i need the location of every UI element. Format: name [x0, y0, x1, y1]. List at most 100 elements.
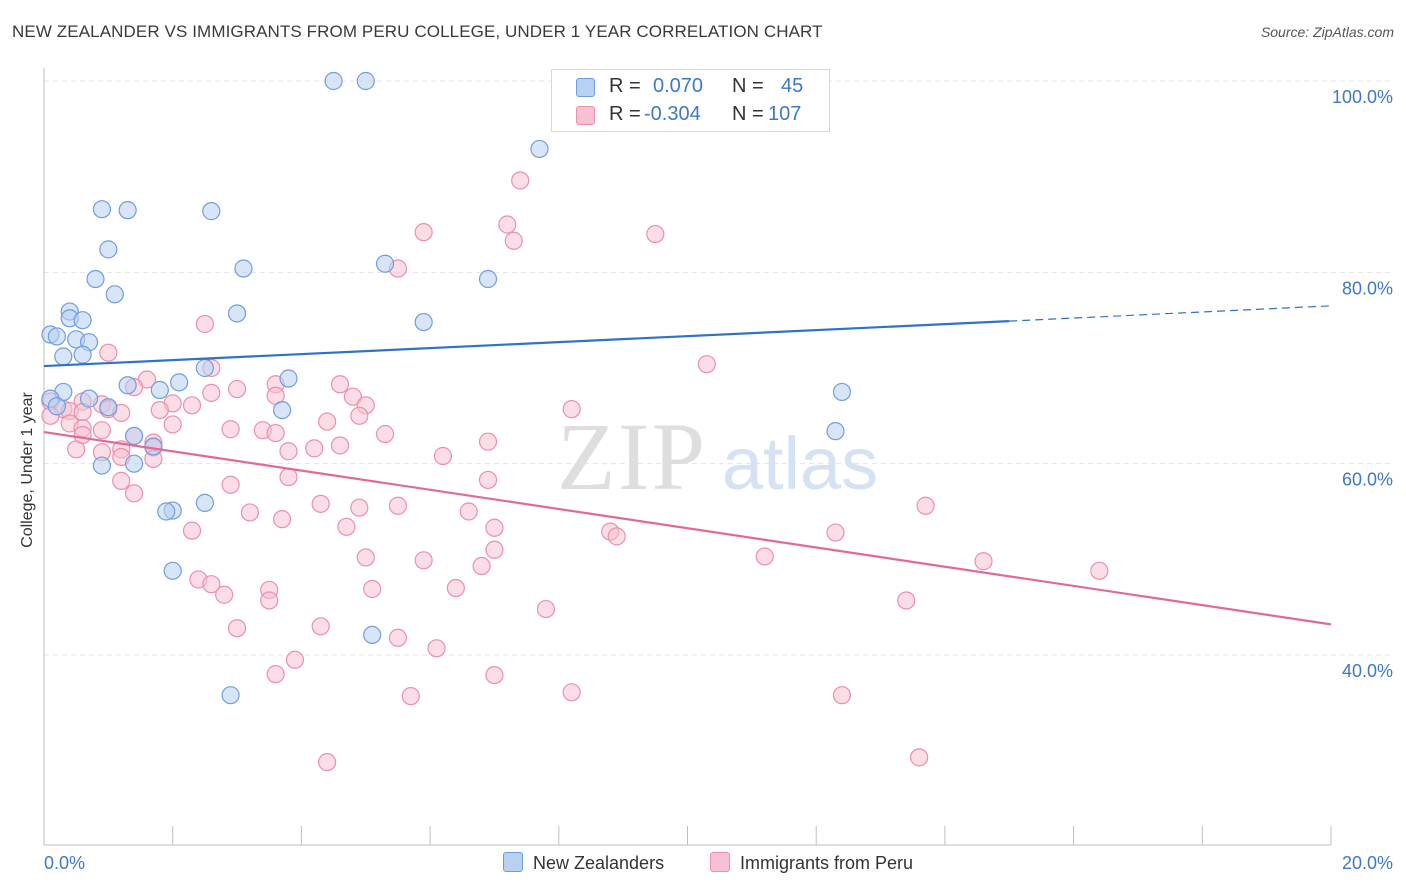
data-point-peru	[607, 527, 626, 546]
data-point-peru	[182, 396, 202, 415]
data-point-peru	[337, 517, 356, 536]
data-point-peru	[311, 617, 330, 636]
data-point-peru	[260, 591, 279, 610]
data-point-peru	[163, 415, 182, 434]
data-point-peru	[363, 579, 382, 599]
data-point-peru	[697, 355, 716, 374]
y-tick-label: 100.0%	[1332, 87, 1393, 107]
data-point-new-zealander	[202, 202, 221, 221]
data-point-new-zealander	[118, 201, 137, 220]
data-point-peru	[215, 585, 234, 604]
y-tick-label: 60.0%	[1342, 470, 1393, 490]
series-new-zealanders	[41, 71, 852, 705]
data-point-new-zealander	[195, 358, 214, 378]
data-point-new-zealander	[47, 397, 66, 416]
data-point-peru	[646, 224, 665, 244]
data-point-peru	[318, 412, 337, 431]
data-point-new-zealander	[826, 422, 845, 441]
data-point-new-zealander	[99, 398, 118, 417]
data-point-peru	[472, 556, 491, 576]
legend-row-pink: R = -0.304 N = 107	[552, 100, 829, 128]
data-point-peru	[350, 498, 369, 517]
data-point-peru	[478, 470, 498, 490]
data-point-peru	[414, 223, 433, 242]
legend-r-label: R =	[609, 103, 641, 125]
data-point-new-zealander	[279, 369, 298, 388]
source-credit: Source: ZipAtlas.com	[1260, 24, 1394, 40]
legend-n-label: N =	[732, 103, 764, 125]
legend-r-value: 0.070	[653, 75, 704, 97]
data-point-new-zealander	[478, 269, 498, 289]
x-ticks	[43, 826, 1332, 845]
legend-swatch-pink	[576, 106, 595, 125]
data-point-new-zealander	[79, 389, 99, 408]
data-point-peru	[433, 446, 453, 466]
data-point-peru	[562, 683, 581, 702]
data-point-peru	[343, 387, 362, 406]
data-point-peru	[202, 575, 221, 594]
data-point-new-zealander	[157, 502, 176, 521]
bottom-legend-swatch-blue	[503, 852, 523, 872]
x-tick-label-min: 0.0%	[44, 853, 85, 873]
legend-r-value: -0.304	[644, 103, 701, 125]
y-tick-labels: 100.0% 80.0% 60.0% 40.0%	[1332, 87, 1393, 681]
data-point-new-zealander	[124, 426, 144, 446]
bottom-legend-blue: New Zealanders	[503, 852, 664, 874]
data-point-new-zealander	[105, 285, 124, 304]
data-point-peru	[221, 475, 240, 494]
data-point-new-zealander	[356, 71, 375, 91]
data-point-peru	[124, 484, 144, 503]
stats-legend: R = 0.070 N = 45 R = -0.304 N = 107	[551, 69, 830, 132]
y-tick-label: 40.0%	[1342, 661, 1393, 681]
bottom-legend-label-blue: New Zealanders	[533, 853, 665, 873]
data-point-new-zealander	[54, 347, 73, 366]
data-point-peru	[266, 423, 285, 443]
data-point-peru	[227, 379, 247, 399]
watermark-zip: ZIP	[557, 403, 707, 510]
trend-line-new-zealanders	[43, 320, 1010, 368]
legend-swatch-blue	[576, 78, 595, 97]
data-point-new-zealander	[324, 71, 343, 91]
data-point-peru	[279, 442, 298, 461]
data-point-peru	[305, 439, 324, 458]
data-point-peru	[240, 503, 260, 522]
data-point-peru	[446, 578, 465, 598]
data-point-peru	[112, 471, 131, 490]
data-point-peru	[974, 552, 993, 571]
data-point-new-zealander	[363, 625, 382, 645]
data-point-new-zealander	[170, 373, 189, 392]
data-point-peru	[1090, 561, 1109, 580]
data-point-peru	[279, 467, 298, 487]
data-point-peru	[826, 523, 845, 542]
data-point-peru	[832, 686, 852, 705]
data-point-peru	[401, 687, 420, 706]
data-point-new-zealander	[124, 454, 144, 473]
data-point-peru	[99, 343, 118, 362]
legend-r-label: R =	[609, 75, 641, 97]
data-point-new-zealander	[118, 376, 137, 395]
data-point-peru	[92, 421, 112, 440]
bottom-legend-pink: Immigrants from Peru	[710, 852, 913, 874]
data-point-peru	[498, 215, 517, 234]
data-point-peru	[916, 496, 935, 515]
data-point-peru	[388, 496, 408, 515]
data-point-new-zealander	[99, 240, 118, 259]
trend-line-new-zealanders-extension	[1009, 305, 1332, 322]
data-point-new-zealander	[221, 686, 240, 705]
data-point-new-zealander	[227, 304, 247, 323]
data-point-peru	[536, 599, 556, 619]
data-point-peru	[195, 314, 214, 334]
legend-n-value: 107	[768, 103, 802, 125]
data-point-peru	[375, 424, 395, 444]
data-point-peru	[285, 650, 305, 669]
data-point-peru	[221, 420, 240, 439]
bottom-legend-swatch-pink	[710, 852, 730, 872]
data-point-peru	[478, 432, 498, 451]
data-point-peru	[414, 551, 433, 570]
data-point-new-zealander	[47, 327, 66, 346]
data-point-peru	[318, 753, 337, 772]
x-tick-label-max: 20.0%	[1342, 853, 1393, 873]
data-point-peru	[73, 425, 92, 445]
data-point-new-zealander	[530, 139, 549, 159]
